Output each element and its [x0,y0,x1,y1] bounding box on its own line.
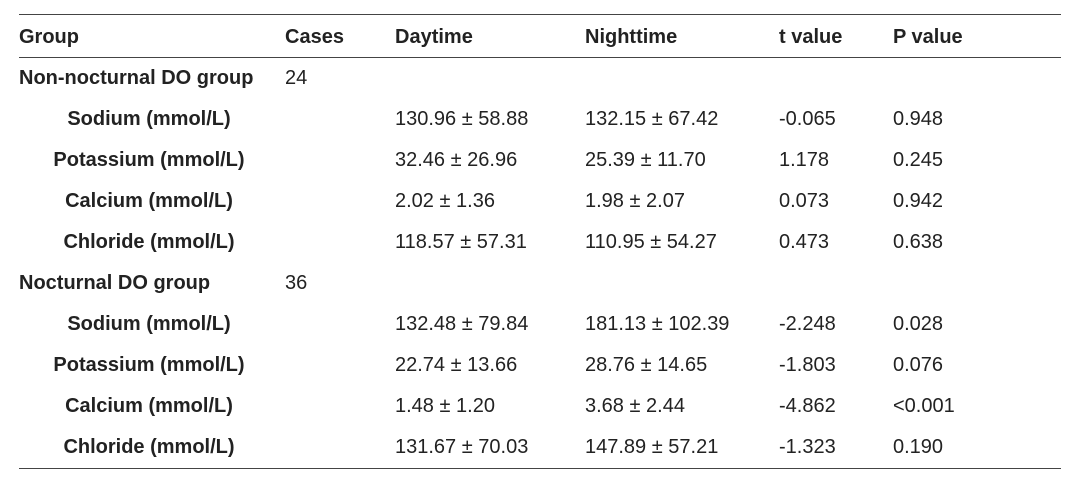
daytime-value: 22.74 ± 13.66 [395,354,518,376]
p-value: 0.942 [893,190,944,212]
p-value: 0.190 [893,436,944,458]
header-nighttime: Nighttime [585,26,678,48]
nighttime-value: 147.89 ± 57.21 [585,436,719,458]
daytime-value: 132.48 ± 79.84 [395,313,529,335]
p-value: <0.001 [893,395,955,417]
header-cases: Cases [285,26,344,48]
table-header-row: Group Cases Daytime Nighttime t value P … [19,15,1061,57]
p-value: 0.638 [893,231,944,253]
daytime-value: 130.96 ± 58.88 [395,108,529,130]
group-name: Non-nocturnal DO group [19,67,254,89]
parameter-label: Sodium (mmol/L) [67,313,231,335]
nighttime-value: 110.95 ± 54.27 [585,231,717,253]
table-top-rule [19,14,1061,15]
t-value: -1.803 [779,354,836,376]
daytime-value: 32.46 ± 26.96 [395,149,518,171]
parameter-label: Calcium (mmol/L) [65,190,233,212]
group-cases: 24 [285,67,308,89]
table-row: Chloride (mmol/L) 131.67 ± 70.03 147.89 ± … [19,427,1061,468]
parameter-label: Potassium (mmol/L) [53,149,245,171]
p-value: 0.245 [893,149,944,171]
parameter-label: Calcium (mmol/L) [65,395,233,417]
nighttime-value: 1.98 ± 2.07 [585,190,685,212]
table-row: Potassium (mmol/L) 32.46 ± 26.96 25.39 ± 1… [19,140,1061,181]
nighttime-value: 25.39 ± 11.70 [585,149,706,171]
nighttime-value: 181.13 ± 102.39 [585,313,730,335]
t-value: -1.323 [779,436,836,458]
table-row: Calcium (mmol/L) 1.48 ± 1.20 3.68 ± 2.44 -4… [19,386,1061,427]
parameter-label: Potassium (mmol/L) [53,354,245,376]
table-row: Chloride (mmol/L) 118.57 ± 57.31 110.95 ± … [19,222,1061,263]
daytime-value: 118.57 ± 57.31 [395,231,527,253]
table-bottom-rule [19,468,1061,469]
daytime-value: 131.67 ± 70.03 [395,436,529,458]
group-row: Non-nocturnal DO group 24 [19,58,1061,99]
t-value: 0.073 [779,190,830,212]
group-name: Nocturnal DO group [19,272,211,294]
parameter-label: Chloride (mmol/L) [63,231,235,253]
t-value: 1.178 [779,149,830,171]
group-cases: 36 [285,272,308,294]
parameter-label: Chloride (mmol/L) [63,436,235,458]
nighttime-value: 132.15 ± 67.42 [585,108,719,130]
table-row: Sodium (mmol/L) 132.48 ± 79.84 181.13 ± 10… [19,304,1061,345]
table-row: Potassium (mmol/L) 22.74 ± 13.66 28.76 ± 1… [19,345,1061,386]
table-body: Non-nocturnal DO group 24 Sodium (mmol/L) 1… [19,58,1061,468]
header-t-value: t value [779,26,843,48]
p-value: 0.076 [893,354,944,376]
p-value: 0.948 [893,108,944,130]
parameter-label: Sodium (mmol/L) [67,108,231,130]
table-row: Calcium (mmol/L) 2.02 ± 1.36 1.98 ± 2.07 0.… [19,181,1061,222]
t-value: -4.862 [779,395,836,417]
header-group: Group [19,26,79,48]
nighttime-value: 28.76 ± 14.65 [585,354,708,376]
t-value: 0.473 [779,231,830,253]
t-value: -2.248 [779,313,836,335]
group-row: Nocturnal DO group 36 [19,263,1061,304]
table-header-rule [19,57,1061,58]
p-value: 0.028 [893,313,944,335]
daytime-value: 2.02 ± 1.36 [395,190,495,212]
daytime-value: 1.48 ± 1.20 [395,395,495,417]
header-daytime: Daytime [395,26,473,48]
header-p-value: P value [893,26,963,48]
table-row: Sodium (mmol/L) 130.96 ± 58.88 132.15 ± 67… [19,99,1061,140]
nighttime-value: 3.68 ± 2.44 [585,395,685,417]
data-table: Group Cases Daytime Nighttime t value P … [19,14,1061,469]
t-value: -0.065 [779,108,836,130]
